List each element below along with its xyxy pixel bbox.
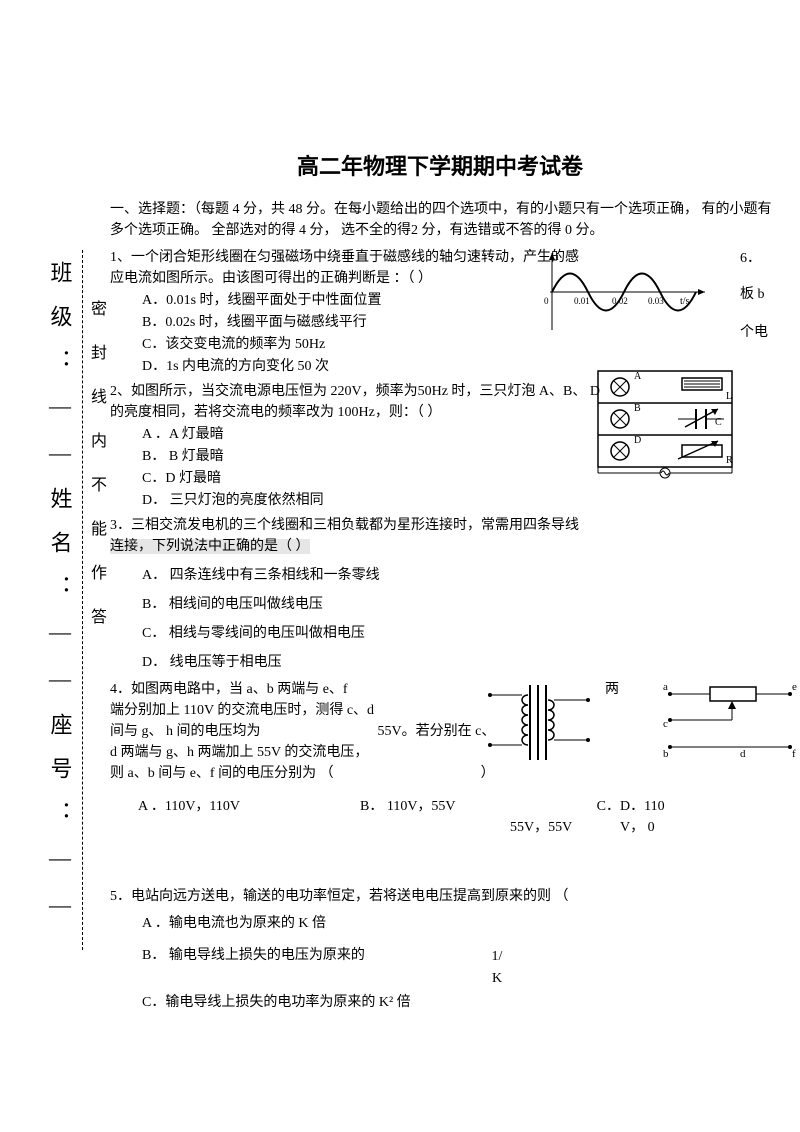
svg-text:b: b (663, 748, 669, 760)
q4-option-b: B． 110V，55V (360, 796, 510, 838)
svg-text:i: i (556, 252, 559, 263)
q5-option-b: B． 输电导线上损失的电压为原来的 (142, 945, 462, 990)
q5-option-a: A ．输电电流也为原来的 K 倍 (142, 913, 780, 934)
svg-text:C: C (715, 417, 722, 428)
q4-line1: 4．如图两电路中，当 a、b 两端与 e、f (110, 679, 375, 700)
svg-text:0.02: 0.02 (612, 296, 628, 306)
q3-option-a: A． 四条连线中有三条相线和一条零线 (142, 565, 780, 586)
question-3: 3．三相交流发电机的三个线圈和三相负载都为星形连接时，常需用四条导线 连接，下列… (110, 515, 780, 673)
q3-option-d: D． 线电压等于相电压 (142, 652, 780, 673)
svg-text:a: a (663, 681, 668, 693)
svg-text:t/s: t/s (680, 296, 690, 307)
svg-text:f: f (792, 748, 796, 760)
q5-b-frac-top: 1/ (462, 946, 532, 967)
q4-option-c: 55V，55V (510, 817, 620, 838)
q5-b-frac-bot: K (462, 968, 532, 989)
svg-text:0.01: 0.01 (574, 296, 590, 306)
q4-line3a: 间与 g、 h 间的电压均为 (110, 724, 261, 739)
svg-text:d: d (740, 748, 746, 760)
q4-option-c-prefix: C． (510, 796, 620, 817)
resistor-figure: a e c b d f (660, 675, 800, 770)
section-1-heading: 一、选择题：（每题 4 分，共 48 分。在每小题给出的四个选项中，有的小题只有… (110, 199, 780, 241)
circuit-figure: A B D L C R (590, 365, 740, 480)
cutoff-text-2: 板 b (740, 284, 800, 305)
svg-text:A: A (634, 371, 642, 382)
svg-text:0: 0 (544, 296, 549, 306)
svg-text:c: c (663, 718, 668, 730)
cutoff-text-3: 个电 (740, 322, 800, 343)
svg-text:L: L (726, 391, 732, 402)
q4-option-a: A ．110V，110V (110, 796, 360, 838)
cutoff-text-1: 6． (740, 248, 800, 269)
q5-stem: 5．电站向远方送电，输送的电功率恒定，若将送电电压提高到原来的则 （ (110, 886, 780, 907)
svg-text:R: R (726, 455, 733, 466)
seal-dashed-line (82, 250, 83, 950)
q3-stem-line1: 3．三相交流发电机的三个线圈和三相负载都为星形连接时，常需用四条导线 (110, 515, 780, 536)
svg-text:B: B (634, 403, 641, 414)
seal-line-text: 密封线内不能作答 (88, 300, 108, 652)
q3-option-b: B． 相线间的电压叫做线电压 (142, 594, 780, 615)
q5-option-c: C．输电导线上损失的电功率为原来的 K² 倍 (142, 992, 780, 1013)
svg-text:0.03: 0.03 (648, 296, 664, 306)
sine-wave-figure: i 0 0.01 0.02 0.03 t/s (540, 250, 710, 335)
q4-line1-right: 两 (605, 679, 619, 700)
svg-text:e: e (792, 681, 797, 693)
question-5: 5．电站向远方送电，输送的电功率恒定，若将送电电压提高到原来的则 （ A ．输电… (110, 886, 780, 1013)
q3-stem-line2: 连接，下列说法中正确的是（ ） (110, 536, 780, 557)
q4-line3b: 55V。若分别在 c、 (378, 724, 496, 739)
q1-option-c: C．该交变电流的频率为 50Hz (142, 334, 780, 355)
q4-option-d: V， 0 (620, 817, 730, 838)
exam-page: 高二年物理下学期期中考试卷 一、选择题：（每题 4 分，共 48 分。在每小题给… (110, 150, 780, 1014)
q4-option-d-prefix: D．110 (620, 796, 730, 817)
q4-line5: 则 a、b 间与 e、f 间的电压分别为 （ (110, 766, 334, 781)
svg-text:D: D (634, 435, 641, 446)
q2-option-d: D． 三只灯泡的亮度依然相同 (142, 490, 780, 511)
page-title: 高二年物理下学期期中考试卷 (100, 150, 780, 183)
binding-margin-labels: 班级：——姓名：——座号：—— (46, 240, 74, 960)
transformer-figure (480, 675, 600, 770)
q3-option-c: C． 相线与零线间的电压叫做相电压 (142, 623, 780, 644)
